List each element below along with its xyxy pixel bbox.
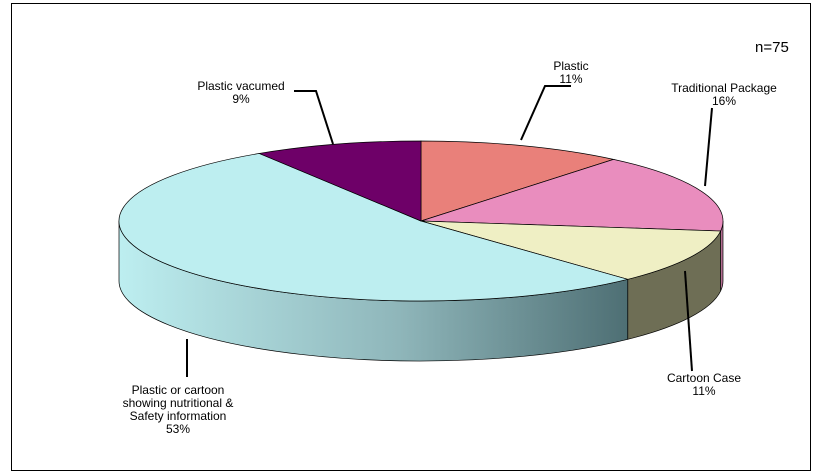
slice-value: 9% [232,92,250,106]
pie-chart: Plastic 11%Traditional Package 16%Cartoon … [118,39,789,436]
slice-name: Traditional Package [671,81,777,95]
chart-frame: Plastic 11% Traditional Package 16% Cartoon … [11,3,811,471]
slice-label-2: Cartoon Case 11% [667,371,741,398]
slice-name: Cartoon Case [667,371,741,385]
slice-value: 11% [559,72,582,86]
slice-name: Plastic or cartoon [132,383,225,397]
slice-name: Plastic vacumed [197,79,284,93]
pie-slice-plastic-vacumed [257,140,422,222]
leader-line-0 [520,85,571,141]
leader-line-1 [704,107,713,187]
pie-side-1 [720,220,724,292]
slice-value: 53% [166,422,190,436]
slice-value: 16% [712,94,736,108]
pie-slice-cartoon-case [420,220,722,280]
leader-line-2 [684,270,693,372]
slice-value: 11% [692,384,715,398]
pie-slice-plastic [420,140,615,222]
slice-name: Plastic [553,59,588,73]
slice-label-0: Plastic 11% [553,59,588,86]
sample-size-note: n=75 [755,39,789,56]
slice-label-1: Traditional Package 16% [671,81,777,108]
slice-label-4: Plastic vacumed 9% [197,79,284,106]
slice-label-3: Plastic or cartoon showing nutritional & S… [123,383,234,436]
leader-line-4 [294,90,334,145]
slice-name: Safety information [130,409,227,423]
pie-slice-traditional-package [420,158,724,232]
pie-slice-plastic-or-cartoon-showing-nutritional-safety-information [118,153,630,302]
slice-name: showing nutritional & [123,396,234,410]
